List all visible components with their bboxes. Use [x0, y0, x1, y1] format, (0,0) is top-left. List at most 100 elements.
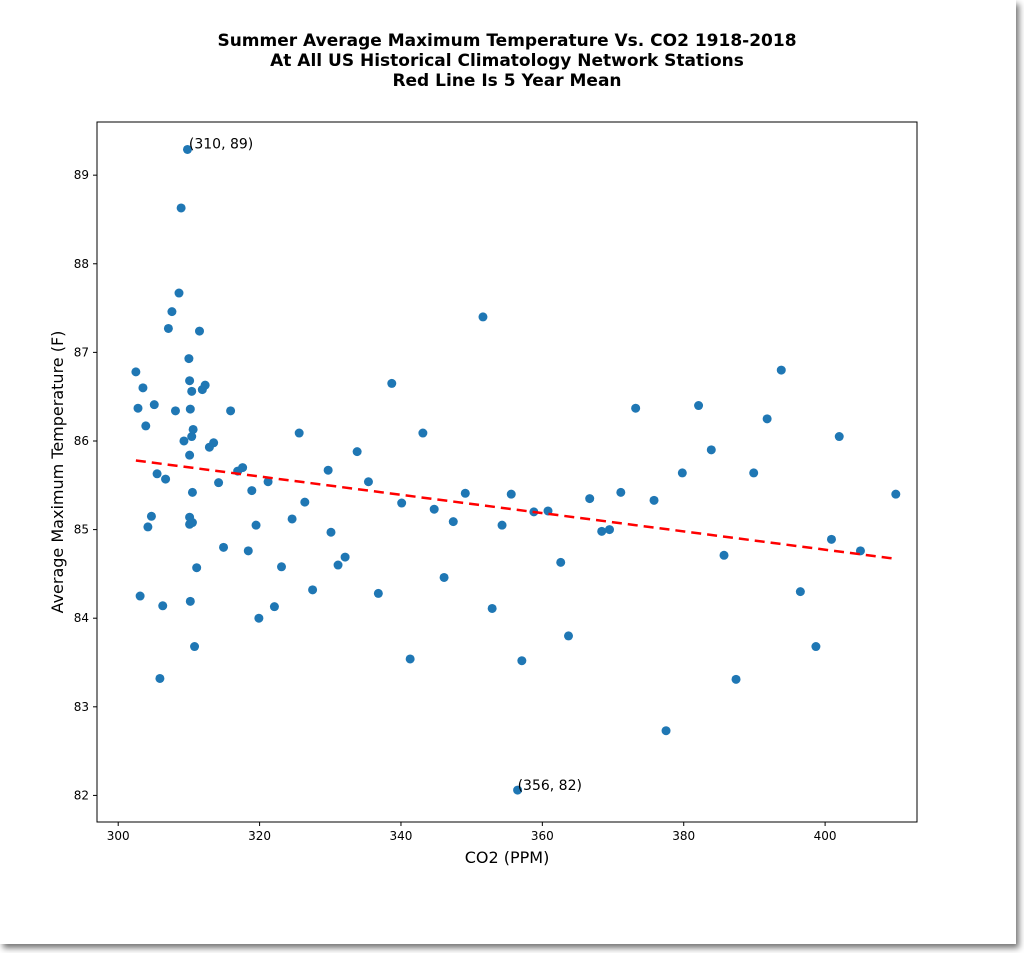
data-point — [214, 478, 224, 488]
data-point — [795, 587, 805, 597]
data-point — [418, 428, 428, 438]
data-point — [585, 494, 595, 504]
data-point — [308, 585, 318, 595]
y-tick-label: 89 — [74, 168, 89, 182]
data-point — [251, 520, 261, 530]
data-point — [247, 486, 257, 496]
data-point — [195, 326, 204, 336]
data-point — [556, 557, 566, 567]
data-point — [387, 378, 397, 388]
x-tick-label: 360 — [531, 829, 554, 843]
data-point — [135, 591, 145, 601]
x-tick-label: 320 — [248, 829, 271, 843]
data-point — [694, 401, 704, 411]
data-point — [158, 601, 168, 611]
data-point — [131, 367, 141, 377]
data-point — [373, 588, 383, 598]
data-point — [352, 447, 362, 457]
data-point — [277, 562, 286, 572]
data-point — [439, 572, 449, 582]
data-point — [749, 468, 759, 478]
data-point — [155, 673, 165, 683]
point-annotation: (310, 89) — [189, 137, 253, 153]
data-point — [161, 474, 171, 484]
data-point — [597, 526, 607, 536]
data-point — [448, 517, 458, 527]
data-point — [719, 550, 729, 560]
data-points — [131, 144, 901, 795]
y-tick-label: 85 — [74, 523, 89, 537]
data-point — [429, 504, 439, 514]
data-point — [138, 383, 148, 393]
data-point — [776, 365, 786, 375]
chart-title-line-1: Summer Average Maximum Temperature Vs. C… — [217, 31, 796, 51]
data-point — [185, 596, 195, 606]
data-point — [163, 323, 173, 333]
data-point — [513, 785, 523, 795]
data-point — [187, 386, 197, 396]
data-point — [185, 450, 195, 460]
data-point — [243, 546, 253, 556]
data-point — [333, 560, 343, 570]
data-point — [238, 463, 248, 473]
data-point — [506, 489, 516, 499]
y-axis-ticks: 82 83 84 85 86 87 88 89 — [74, 168, 97, 802]
data-point — [564, 631, 573, 641]
data-point — [185, 404, 195, 414]
chart-title-line-2: At All US Historical Climatology Network… — [270, 51, 744, 71]
data-point — [184, 354, 194, 364]
data-point — [143, 522, 153, 532]
data-point — [149, 400, 159, 410]
data-point — [826, 534, 836, 544]
data-point — [363, 477, 373, 487]
x-axis-ticks: 300 320 340 360 380 400 — [107, 822, 837, 843]
data-point — [141, 421, 151, 431]
x-tick-label: 340 — [390, 829, 413, 843]
data-point — [176, 203, 186, 213]
data-point — [661, 726, 671, 736]
y-tick-label: 82 — [74, 788, 89, 802]
data-point — [834, 432, 844, 442]
data-point — [170, 406, 180, 416]
chart-title-line-3: Red Line Is 5 Year Mean — [392, 71, 621, 91]
y-tick-label: 88 — [74, 257, 89, 271]
data-point — [891, 489, 901, 499]
data-point — [179, 436, 189, 446]
data-point — [478, 312, 488, 322]
data-point — [209, 438, 219, 448]
data-point — [254, 613, 264, 623]
data-point — [219, 542, 229, 552]
data-point — [185, 376, 195, 386]
data-point — [497, 520, 507, 530]
data-point — [605, 525, 614, 535]
data-point — [762, 414, 772, 424]
data-point — [731, 674, 741, 684]
data-point — [326, 527, 336, 537]
y-tick-label: 87 — [74, 345, 89, 359]
data-point — [460, 488, 470, 498]
data-point — [631, 403, 641, 413]
data-point — [190, 642, 200, 652]
data-point — [811, 642, 821, 652]
point-annotations: (310, 89) (356, 82) — [189, 137, 582, 795]
data-point — [397, 498, 407, 508]
plot-area-border — [96, 121, 918, 823]
x-axis-label: CO2 (PPM) — [465, 848, 550, 867]
data-point — [269, 602, 279, 612]
data-point — [188, 424, 198, 434]
data-point — [323, 465, 333, 475]
data-point — [706, 445, 716, 455]
x-tick-label: 400 — [814, 829, 837, 843]
data-point — [405, 654, 415, 664]
data-point — [200, 380, 210, 390]
data-point — [226, 406, 236, 416]
point-annotation: (356, 82) — [518, 778, 582, 794]
x-tick-label: 300 — [107, 829, 130, 843]
data-point — [263, 477, 273, 487]
data-point — [517, 656, 527, 666]
data-point — [487, 603, 497, 613]
data-point — [152, 469, 162, 479]
y-axis-label: Average Maximum Temperature (F) — [48, 331, 67, 614]
